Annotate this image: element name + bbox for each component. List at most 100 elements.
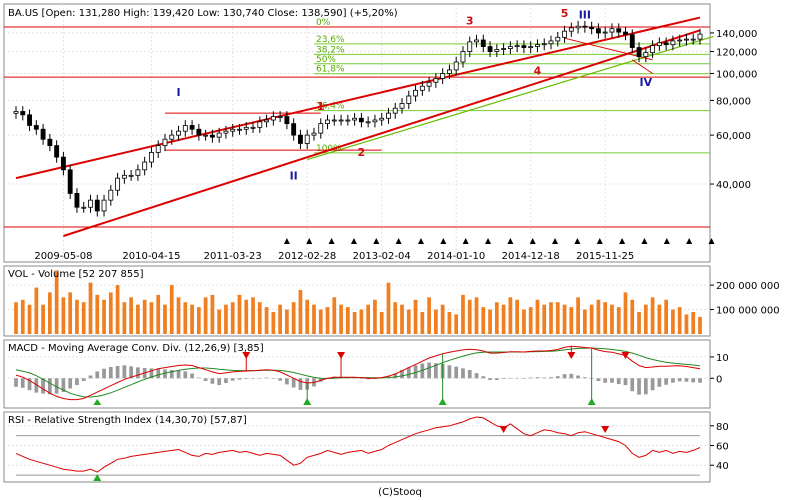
volume-bar [427,297,431,334]
wave-label: III [579,8,591,21]
macd-histogram-bar [596,378,601,381]
signal-triangle-icon [373,238,380,244]
macd-histogram-bar [616,378,621,385]
candle-body [528,46,534,48]
volume-bar [603,302,608,334]
volume-bar [149,302,154,334]
candle-body [331,119,337,122]
volume-bar [102,299,106,334]
volume-bar [637,312,641,334]
volume-bar [562,304,567,334]
volume-bar [535,299,540,334]
volume-bar [298,290,303,334]
macd-histogram-bar [494,378,499,380]
macd-panel-frame [3,339,711,409]
macd-histogram-bar [278,378,282,381]
macd-histogram-bar [224,378,228,384]
fib-level-label: 61,8% [316,65,345,75]
signal-triangle-icon [596,238,603,244]
candle-body [40,128,46,140]
macd-histogram-bar [47,378,52,395]
volume-bar [156,294,161,334]
macd-histogram-bar [434,363,438,379]
volume-bar [75,299,79,334]
macd-histogram-bar [522,378,526,379]
volume-bar [434,309,438,334]
volume-bar [447,312,452,334]
volume-bar [623,292,628,334]
volume-bar [671,309,675,334]
candle-body [352,117,358,121]
macd-histogram-bar [664,378,669,385]
sell-arrow-icon [621,352,630,359]
macd-histogram-bar [413,365,418,379]
macd-ytick-label: 10 [716,353,729,364]
macd-histogram-bar [136,367,140,379]
volume-bar [54,270,59,334]
volume-bar [454,314,459,334]
candle-body [541,43,547,46]
candle-body [582,25,588,28]
candle-body [318,123,324,134]
macd-histogram-bar [576,375,580,379]
candle-body [54,145,60,158]
candle-body [345,119,351,122]
candle-body [372,119,378,123]
candle-body [298,134,303,144]
macd-histogram-bar [535,377,540,379]
macd-histogram-bar [156,368,161,379]
macd-histogram-bar [230,378,235,381]
macd-histogram-bar [244,378,249,379]
fib-level-label: 100% [316,144,342,154]
volume-bar [366,304,371,334]
macd-histogram-bar [285,378,289,385]
macd-histogram-bar [257,377,262,379]
volume-bar [176,297,181,334]
signal-triangle-icon [641,238,648,244]
candle-body [94,199,100,212]
candle-body [155,145,161,153]
candle-body [203,134,209,137]
volume-bar [210,294,215,334]
volume-bar [698,316,702,334]
signal-triangle-icon [529,238,536,244]
macd-histogram-bar [68,378,73,389]
volume-bar [393,302,398,334]
candle-body [365,121,371,124]
candle-body [277,116,283,118]
macd-histogram-bar [467,370,472,379]
candle-body [325,119,330,125]
volume-bar [616,307,621,334]
price-ytick-label: 140,000 [716,29,757,40]
volume-bar [515,299,520,334]
candle-body [60,156,66,171]
candle-body [338,119,344,122]
candle-body [684,38,689,41]
candle-body [446,69,452,74]
macd-histogram-bar [129,366,133,379]
volume-bar [61,297,66,334]
volume-bar [291,302,296,334]
macd-histogram-bar [603,378,608,383]
macd-histogram-bar [454,366,459,379]
macd-histogram-bar [210,378,215,384]
candle-body [406,95,412,104]
candle-body [189,125,195,130]
candle-body [243,126,249,130]
volume-bar [522,309,526,334]
macd-histogram-bar [562,374,567,379]
volume-bar [190,304,194,334]
macd-histogram-bar [203,378,208,381]
sell-arrow-icon [242,352,251,359]
macd-histogram-bar [555,376,560,379]
volume-bar [549,302,553,334]
candle-body [656,42,662,47]
candle-body [149,151,154,163]
macd-histogram-bar [190,373,194,379]
signal-triangle-icon [350,238,357,244]
volume-bar [88,282,93,334]
candle-body [494,49,500,52]
signal-triangle-icon [283,238,290,244]
candle-body [81,206,87,209]
candle-body [501,48,507,50]
